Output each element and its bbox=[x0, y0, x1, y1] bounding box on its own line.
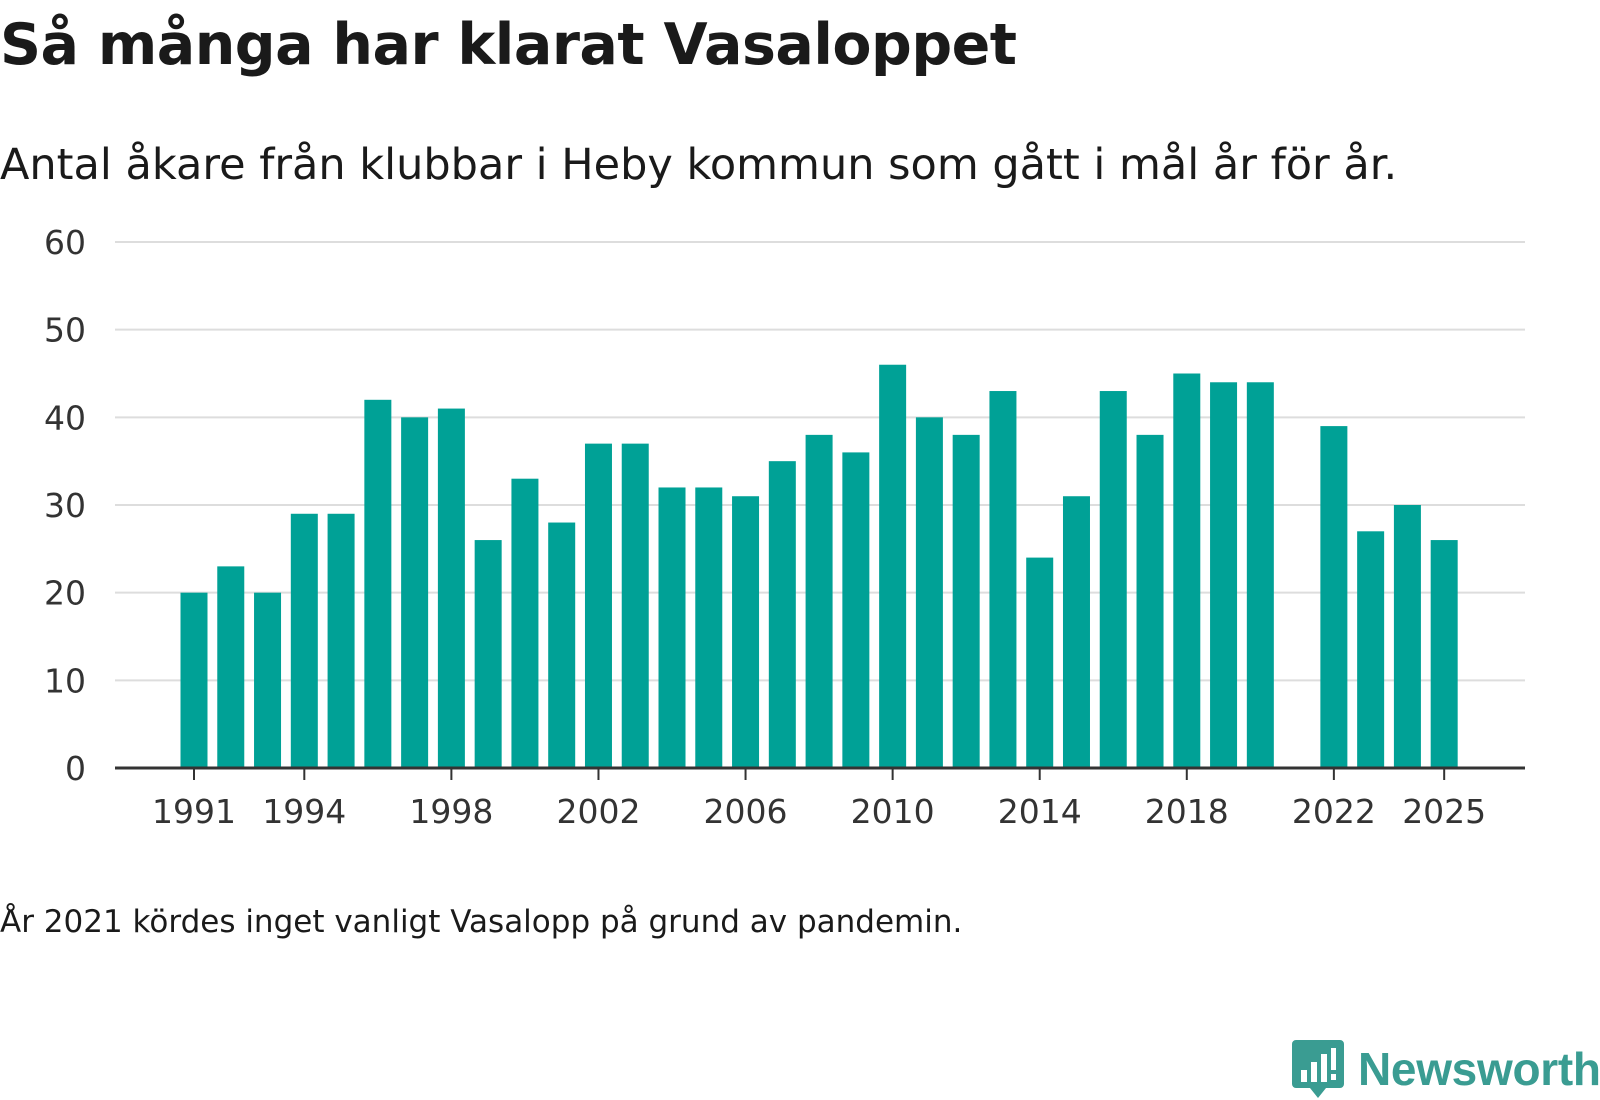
bar-2002 bbox=[584, 443, 612, 768]
y-tick-label: 10 bbox=[44, 661, 86, 700]
bar-2014 bbox=[1026, 557, 1054, 768]
y-tick-label: 60 bbox=[44, 223, 86, 262]
bar-2000 bbox=[511, 478, 539, 768]
y-axis-labels: 0 10 20 30 40 50 60 bbox=[44, 223, 86, 788]
bar-1993 bbox=[254, 592, 282, 768]
bar-1991 bbox=[180, 592, 208, 768]
x-tick-label: 2002 bbox=[556, 792, 640, 831]
y-tick-label: 20 bbox=[44, 574, 86, 613]
x-tick-label: 2014 bbox=[998, 792, 1082, 831]
x-axis: 1991 1994 1998 2002 2006 2010 2014 2018 2022 2025 bbox=[115, 766, 1525, 831]
bar-2024 bbox=[1393, 505, 1421, 768]
x-tick-label: 1991 bbox=[152, 792, 236, 831]
brand-name: Newsworthy bbox=[1358, 1043, 1600, 1095]
x-tick-label: 1998 bbox=[409, 792, 493, 831]
bar-chart: 0 10 20 30 40 50 60 1991 1994 1998 2002 2006 2010 20… bbox=[44, 223, 1525, 831]
bar-2007 bbox=[768, 461, 796, 768]
bar-2018 bbox=[1173, 373, 1201, 768]
bar-1995 bbox=[327, 513, 355, 768]
bar-2003 bbox=[621, 443, 649, 768]
bar-2008 bbox=[805, 434, 833, 768]
newsworthy-logo-icon bbox=[1292, 1040, 1344, 1098]
bar-2005 bbox=[695, 487, 723, 768]
bar-2009 bbox=[842, 452, 870, 768]
chart-subtitle: Antal åkare från klubbar i Heby kommun s… bbox=[0, 140, 1398, 190]
bar-2006 bbox=[732, 496, 760, 768]
bar-1996 bbox=[364, 399, 392, 768]
bar-2019 bbox=[1210, 382, 1238, 768]
bar-2004 bbox=[658, 487, 686, 768]
footnote: År 2021 kördes inget vanligt Vasalopp på… bbox=[0, 904, 963, 940]
bar-2016 bbox=[1099, 391, 1127, 768]
bar-2015 bbox=[1062, 496, 1090, 768]
bar-2001 bbox=[548, 522, 576, 768]
y-tick-label: 0 bbox=[65, 749, 86, 788]
y-tick-label: 40 bbox=[44, 398, 86, 437]
bar-2012 bbox=[952, 434, 980, 768]
x-tick-label: 2006 bbox=[704, 792, 788, 831]
x-tick-label: 2018 bbox=[1145, 792, 1229, 831]
bar-2011 bbox=[915, 417, 943, 768]
x-tick-label: 1994 bbox=[262, 792, 346, 831]
bar-1992 bbox=[217, 566, 245, 768]
x-tick-label: 2010 bbox=[851, 792, 935, 831]
bar-2020 bbox=[1246, 382, 1274, 768]
bar-2023 bbox=[1357, 531, 1385, 768]
chart-title: Så många har klarat Vasaloppet bbox=[0, 12, 1017, 78]
y-tick-label: 50 bbox=[44, 311, 86, 350]
bar-1998 bbox=[437, 408, 465, 768]
bar-1994 bbox=[290, 513, 318, 768]
bar-2025 bbox=[1430, 540, 1458, 768]
bar-2013 bbox=[989, 391, 1017, 768]
bar-1999 bbox=[474, 540, 502, 768]
bars bbox=[180, 364, 1458, 768]
brand-logo: Newsworthy bbox=[1292, 1040, 1600, 1098]
bar-1997 bbox=[401, 417, 429, 768]
y-tick-label: 30 bbox=[44, 486, 86, 525]
x-tick-label: 2022 bbox=[1292, 792, 1376, 831]
bar-2017 bbox=[1136, 434, 1164, 768]
bar-2010 bbox=[879, 364, 907, 768]
x-tick-label: 2025 bbox=[1402, 792, 1486, 831]
bar-2022 bbox=[1320, 426, 1348, 768]
